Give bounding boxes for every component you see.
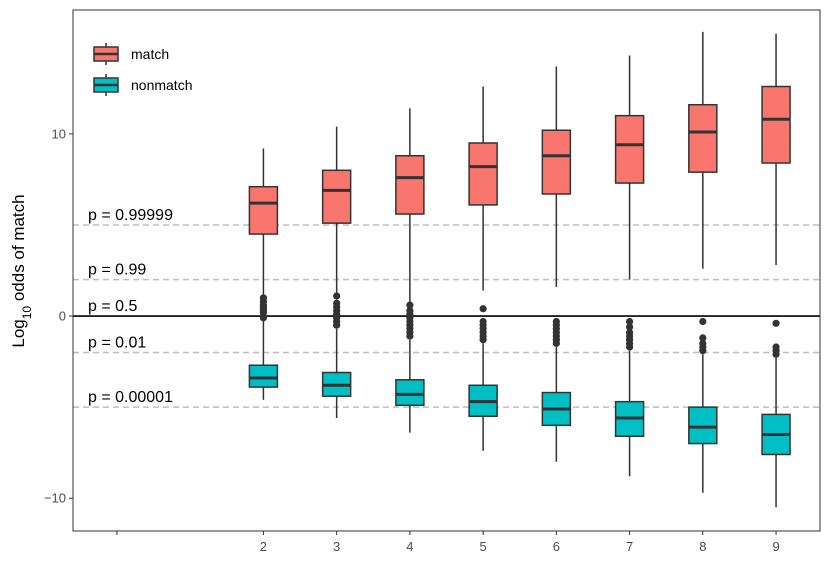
box-nonmatch (614, 317, 645, 477)
box-nonmatch (468, 305, 498, 451)
box-iqr (395, 379, 425, 407)
box-nonmatch (688, 317, 718, 493)
outlier-point (699, 334, 707, 342)
outlier-point (699, 317, 707, 326)
box-series (248, 31, 791, 508)
reference-line-label: p = 0.5 (88, 298, 137, 315)
box-iqr (614, 114, 645, 184)
outlier-point (772, 319, 780, 327)
y-axis-title-subscript: 10 (20, 306, 34, 320)
y-axis-title: Log10 odds of match (9, 194, 34, 347)
outlier-point (333, 292, 341, 300)
outlier-point (625, 323, 634, 331)
axes: 10 0 −10 2 3 4 5 6 7 8 9 (44, 126, 780, 554)
legend: match nonmatch (93, 43, 192, 96)
box-nonmatch (321, 292, 352, 419)
box-nonmatch (761, 319, 791, 508)
x-tick-label: 7 (626, 539, 633, 554)
box-nonmatch (395, 301, 425, 433)
box-match (321, 126, 352, 300)
box-iqr (395, 154, 425, 215)
box-match (614, 55, 645, 280)
outlier-point (259, 314, 268, 322)
box-iqr (688, 406, 718, 445)
legend-item-match: match (93, 43, 169, 65)
y-tick-label: 0 (59, 309, 66, 324)
box-match (688, 31, 718, 269)
box-iqr (688, 103, 718, 173)
x-tick-label: 8 (699, 539, 706, 554)
outlier-point (625, 317, 634, 326)
outlier-point (479, 305, 487, 313)
box-iqr (321, 169, 352, 224)
outlier-point (406, 306, 414, 315)
box-iqr (541, 129, 572, 195)
outlier-point (699, 339, 707, 347)
legend-item-nonmatch: nonmatch (93, 74, 192, 96)
outlier-point (552, 317, 560, 326)
x-tick-label: 2 (260, 539, 267, 554)
box-match (541, 66, 572, 287)
outlier-point (259, 294, 268, 302)
box-match (761, 33, 791, 266)
legend-label: match (131, 46, 169, 62)
x-tick-label: 4 (406, 539, 413, 554)
outlier-point (772, 343, 780, 351)
reference-line-label: p = 0.99999 (88, 207, 173, 224)
box-iqr (248, 364, 279, 388)
y-tick-label: 10 (52, 126, 66, 141)
reference-line-label: p = 0.99 (88, 262, 146, 279)
reference-lines: p = 0.99999 p = 0.99 p = 0.5 p = 0.01 p = 0.… (73, 207, 820, 408)
box-iqr (248, 185, 279, 235)
box-match (248, 148, 279, 306)
x-tick-label: 5 (480, 539, 487, 554)
y-tick-label: −10 (44, 491, 66, 506)
box-iqr (761, 85, 791, 164)
box-nonmatch (248, 294, 279, 400)
box-nonmatch (541, 317, 572, 462)
box-iqr (468, 142, 498, 206)
outlier-point (625, 328, 634, 337)
outlier-point (406, 301, 414, 309)
x-tick-label: 9 (772, 539, 779, 554)
x-tick-label: 3 (333, 539, 340, 554)
plot-panel-border (72, 9, 821, 532)
y-axis-title-rest: odds of match (9, 194, 28, 306)
box-match (468, 86, 498, 291)
box-match (395, 108, 425, 304)
y-axis-title-main: Log (9, 319, 28, 347)
x-tick-label: 6 (553, 539, 560, 554)
reference-line-label: p = 0.01 (88, 334, 146, 351)
reference-line-label: p = 0.00001 (88, 389, 173, 406)
legend-label: nonmatch (131, 77, 192, 93)
outlier-point (333, 299, 341, 307)
outlier-point (479, 317, 487, 326)
outlier-point (259, 303, 268, 311)
